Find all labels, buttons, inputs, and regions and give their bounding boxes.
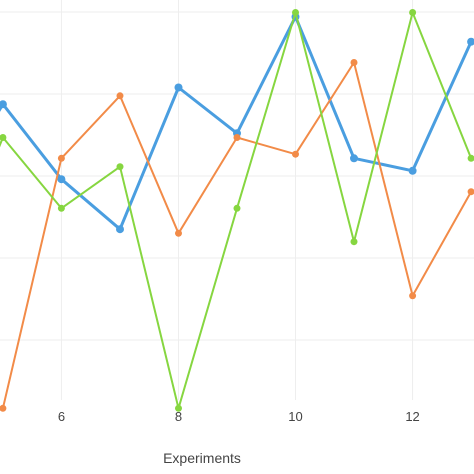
series-3 xyxy=(0,9,474,412)
series-3-point[interactable] xyxy=(409,9,417,16)
x-axis-title: Experiments xyxy=(163,450,241,466)
series-2-point[interactable] xyxy=(0,404,7,412)
series-2-point[interactable] xyxy=(350,59,358,66)
series-1-point[interactable] xyxy=(467,37,474,46)
series-2-point[interactable] xyxy=(57,154,65,162)
series-3-line xyxy=(0,11,473,410)
series-3-point[interactable] xyxy=(57,204,65,212)
series-3-point[interactable] xyxy=(233,204,241,212)
series-1-point[interactable] xyxy=(0,100,7,109)
series-2-point[interactable] xyxy=(175,229,182,237)
series-2-point[interactable] xyxy=(292,150,299,158)
series-3-point[interactable] xyxy=(467,154,474,162)
grid xyxy=(0,0,474,400)
series-1-point[interactable] xyxy=(408,166,417,175)
series-1-line xyxy=(0,15,473,231)
series-3-point[interactable] xyxy=(116,163,124,171)
x-tick-label: 12 xyxy=(405,409,419,424)
series-3-point[interactable] xyxy=(175,404,182,412)
x-tick-label: 8 xyxy=(175,409,182,424)
series-2-point[interactable] xyxy=(409,292,417,300)
series-2-line xyxy=(0,61,473,410)
series-1-point[interactable] xyxy=(116,225,124,234)
series-3-point[interactable] xyxy=(292,9,299,16)
series-1-point[interactable] xyxy=(350,154,358,163)
series-1-point[interactable] xyxy=(57,175,66,184)
series-2-point[interactable] xyxy=(233,134,241,141)
series-1-point[interactable] xyxy=(174,83,183,92)
series-1 xyxy=(0,12,474,234)
x-tick-label: 10 xyxy=(288,409,302,424)
series-3-point[interactable] xyxy=(350,238,358,246)
series-3-point[interactable] xyxy=(0,134,7,141)
series-2 xyxy=(0,59,474,412)
series-2-point[interactable] xyxy=(116,92,124,100)
x-tick-label: 6 xyxy=(58,409,65,424)
series-2-point[interactable] xyxy=(467,188,474,196)
series-group xyxy=(0,9,474,412)
x-axis: 6 8 10 12 xyxy=(58,409,420,424)
